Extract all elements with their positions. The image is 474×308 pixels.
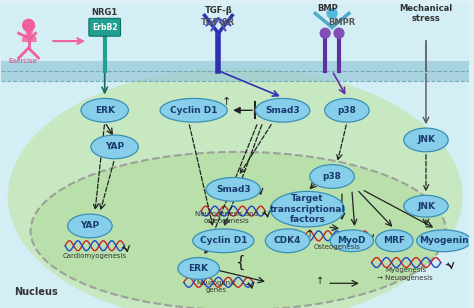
Text: JNK: JNK	[417, 202, 435, 211]
Text: p38: p38	[323, 172, 341, 181]
Text: Target
transcriptional
factors: Target transcriptional factors	[270, 194, 345, 224]
Text: YAP: YAP	[80, 221, 100, 230]
Text: Neurogenic
genes: Neurogenic genes	[196, 280, 237, 293]
FancyBboxPatch shape	[89, 18, 120, 36]
Text: {: {	[235, 255, 245, 270]
Text: JNK: JNK	[417, 136, 435, 144]
Text: Neurogenesis and
osteogenesis: Neurogenesis and osteogenesis	[195, 211, 258, 224]
Text: Smad3: Smad3	[216, 185, 251, 194]
Text: ♟: ♟	[18, 23, 40, 47]
Ellipse shape	[8, 68, 463, 308]
Ellipse shape	[325, 99, 369, 122]
Text: Nucleus: Nucleus	[14, 287, 57, 297]
Text: MyoD: MyoD	[337, 236, 366, 245]
Ellipse shape	[404, 128, 448, 152]
Ellipse shape	[68, 214, 112, 238]
Ellipse shape	[91, 135, 138, 159]
Text: ↑: ↑	[306, 229, 314, 239]
Text: Mechanical
stress: Mechanical stress	[400, 4, 453, 23]
Ellipse shape	[178, 257, 219, 279]
Circle shape	[320, 28, 330, 38]
Text: Osteogenesis: Osteogenesis	[314, 244, 360, 250]
Text: Exercise: Exercise	[8, 58, 37, 64]
Text: BMPR: BMPR	[328, 18, 356, 27]
Text: ErbB2: ErbB2	[92, 23, 118, 32]
Text: MRF: MRF	[383, 236, 405, 245]
Text: Myogenesis: Myogenesis	[386, 267, 427, 274]
Text: Cyclin D1: Cyclin D1	[200, 236, 247, 245]
Text: YAP: YAP	[105, 142, 124, 151]
Text: p38: p38	[337, 106, 356, 115]
Text: Cyclin D1: Cyclin D1	[170, 106, 218, 115]
Text: NRG1: NRG1	[91, 8, 118, 18]
Text: ↑: ↑	[316, 276, 324, 286]
Ellipse shape	[310, 165, 354, 188]
Ellipse shape	[160, 99, 228, 122]
Ellipse shape	[193, 229, 254, 253]
Text: CDK4: CDK4	[274, 236, 301, 245]
Text: Cardiomyogenesis: Cardiomyogenesis	[63, 253, 127, 259]
Bar	[1, 61, 469, 81]
Ellipse shape	[417, 230, 471, 252]
Circle shape	[327, 9, 337, 18]
Circle shape	[334, 28, 344, 38]
Ellipse shape	[31, 152, 446, 308]
Text: Smad3: Smad3	[265, 106, 300, 115]
Ellipse shape	[404, 195, 448, 217]
Ellipse shape	[270, 191, 345, 227]
Text: BMP: BMP	[317, 4, 337, 14]
Text: ERK: ERK	[95, 106, 115, 115]
Text: → Neurogenesis: → Neurogenesis	[376, 275, 432, 281]
Ellipse shape	[375, 230, 413, 252]
Ellipse shape	[206, 177, 260, 201]
Ellipse shape	[81, 99, 128, 122]
Text: TGF-β: TGF-β	[204, 6, 232, 15]
Text: ↑: ↑	[222, 97, 231, 107]
Circle shape	[23, 19, 35, 31]
Text: Myogenin: Myogenin	[419, 236, 469, 245]
Ellipse shape	[265, 229, 310, 253]
Ellipse shape	[255, 99, 310, 122]
Text: TGF-βR: TGF-βR	[201, 18, 236, 27]
Ellipse shape	[330, 230, 374, 252]
Text: ERK: ERK	[189, 264, 209, 273]
